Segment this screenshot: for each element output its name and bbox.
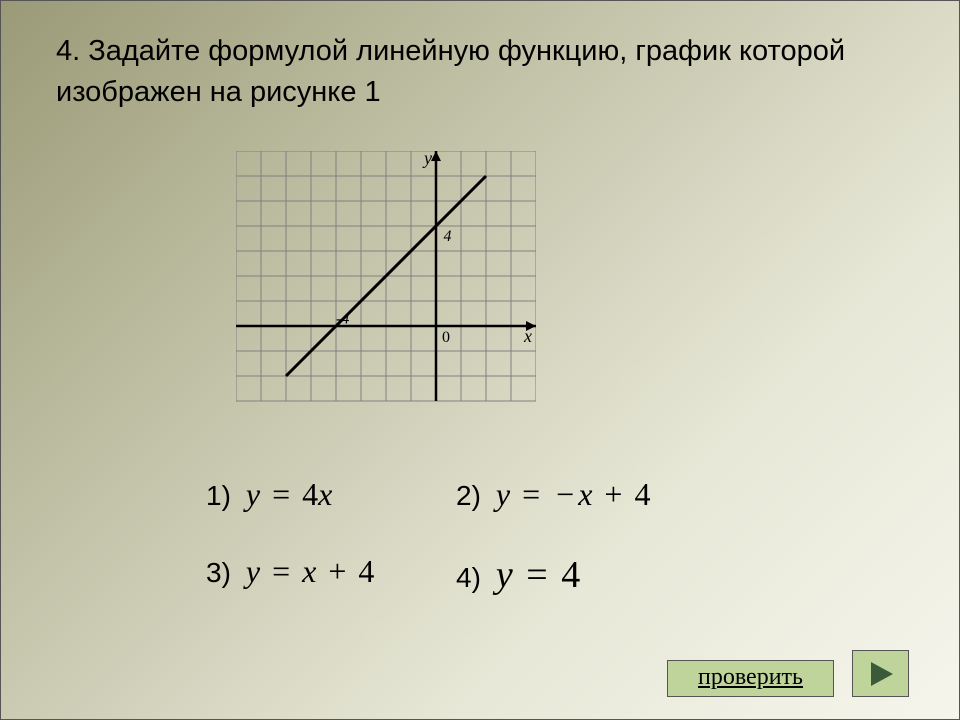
svg-text:x: x — [523, 326, 532, 346]
svg-text:0: 0 — [442, 329, 450, 346]
graph: y x 0 4 -4 — [236, 151, 536, 411]
answer-option-4[interactable]: 4) y = 4 — [456, 553, 706, 597]
answer-option-1[interactable]: 1) y = 4x — [206, 476, 456, 513]
option-number: 1) — [206, 480, 231, 512]
answer-options: 1) y = 4x 2) y = −x + 4 3) y = x + 4 4) … — [206, 476, 706, 637]
svg-text:-4: -4 — [336, 311, 349, 328]
option-formula: y = 4 — [496, 553, 580, 597]
option-formula: y = x + 4 — [246, 553, 375, 590]
option-number: 2) — [456, 480, 481, 512]
svg-text:4: 4 — [444, 228, 452, 245]
option-number: 3) — [206, 557, 231, 589]
question-text: 4. Задайте формулой линейную функцию, гр… — [56, 31, 906, 112]
option-number: 4) — [456, 562, 481, 594]
option-formula: y = 4x — [246, 476, 332, 513]
answer-option-2[interactable]: 2) y = −x + 4 — [456, 476, 706, 513]
option-formula: y = −x + 4 — [496, 476, 651, 513]
next-button[interactable] — [852, 650, 909, 697]
answer-option-3[interactable]: 3) y = x + 4 — [206, 553, 456, 597]
play-icon — [865, 658, 897, 690]
svg-text:y: y — [422, 151, 432, 168]
check-button[interactable]: проверить — [667, 660, 834, 697]
